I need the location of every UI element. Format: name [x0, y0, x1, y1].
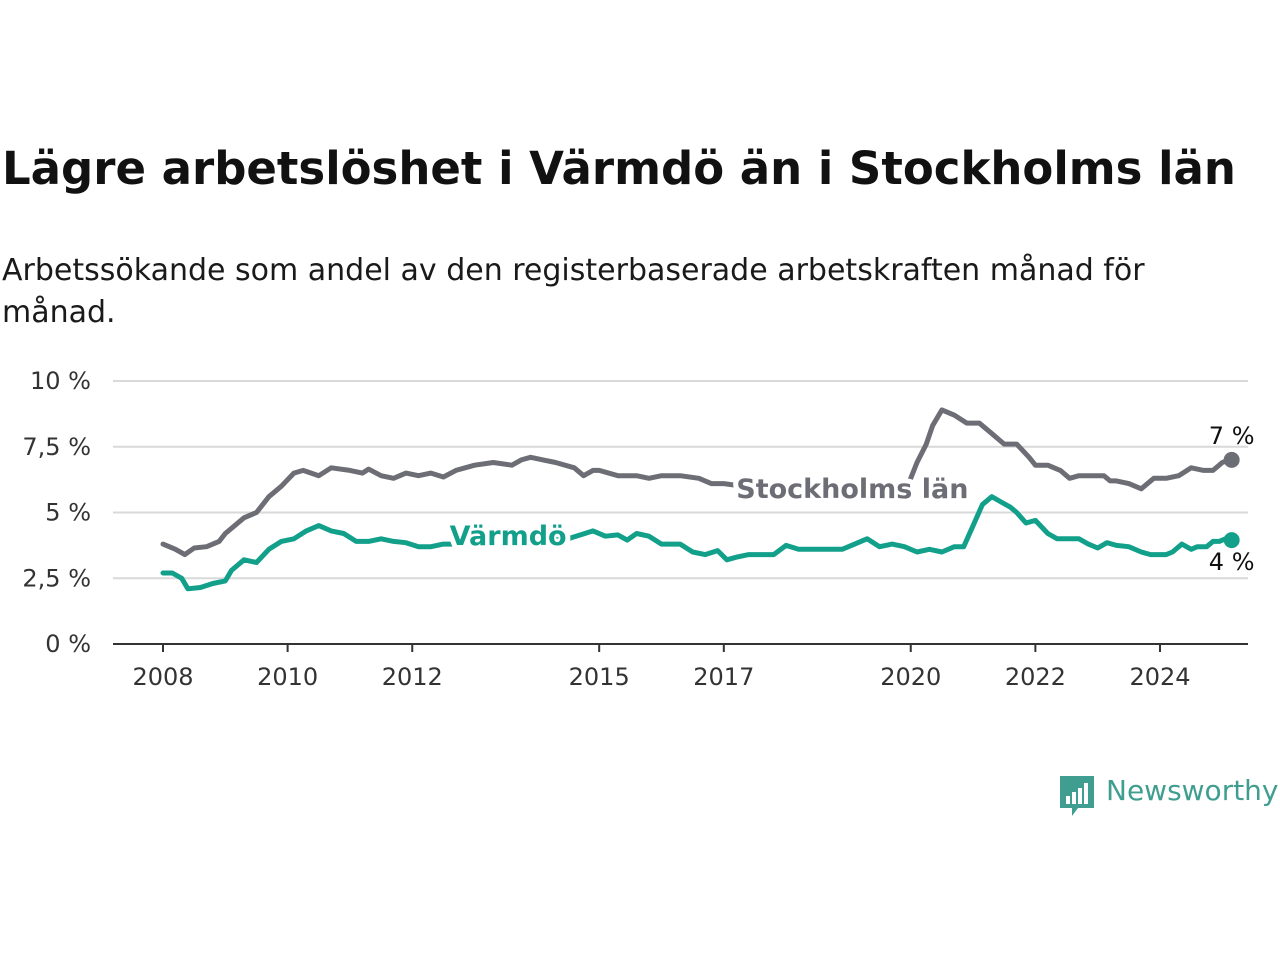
series-label-stockholm: Stockholms län	[736, 474, 968, 505]
series-line-stockholm	[160, 407, 1231, 558]
x-tick-label: 2020	[880, 663, 941, 691]
chart-title: Lägre arbetslöshet i Värmdö än i Stockho…	[2, 142, 1236, 195]
newsworthy-logo: Newsworthy	[1058, 772, 1280, 820]
newsworthy-logo-icon	[1060, 776, 1094, 816]
x-tick-label: 2017	[693, 663, 754, 691]
x-tick-label: 2010	[257, 663, 318, 691]
y-tick-label: 2,5 %	[22, 564, 91, 592]
chart-subtitle: Arbetssökande som andel av den registerb…	[2, 253, 1145, 330]
end-value-label-stockholm: 7 %	[1209, 422, 1255, 450]
end-point-stockholm	[1223, 451, 1240, 468]
series-label-varmdo: Värmdö	[450, 521, 567, 552]
end-point-varmdo	[1223, 532, 1240, 549]
brand-name: Newsworthy	[1106, 774, 1279, 807]
y-tick-label: 5 %	[45, 499, 91, 527]
x-tick-label: 2012	[382, 663, 443, 691]
y-tick-label: 10 %	[30, 367, 91, 395]
series-line-varmdo	[160, 494, 1235, 592]
end-value-label-varmdo: 4 %	[1209, 548, 1255, 576]
x-tick-label: 2008	[132, 663, 193, 691]
y-tick-label: 0 %	[45, 630, 91, 658]
series-label-halo-varmdo: Värmdö	[450, 521, 567, 552]
series-label-halo-stockholm: Stockholms län	[736, 474, 968, 505]
y-tick-label: 7,5 %	[22, 433, 91, 461]
x-tick-label: 2015	[569, 663, 630, 691]
x-tick-label: 2022	[1005, 663, 1066, 691]
x-tick-label: 2024	[1129, 663, 1190, 691]
